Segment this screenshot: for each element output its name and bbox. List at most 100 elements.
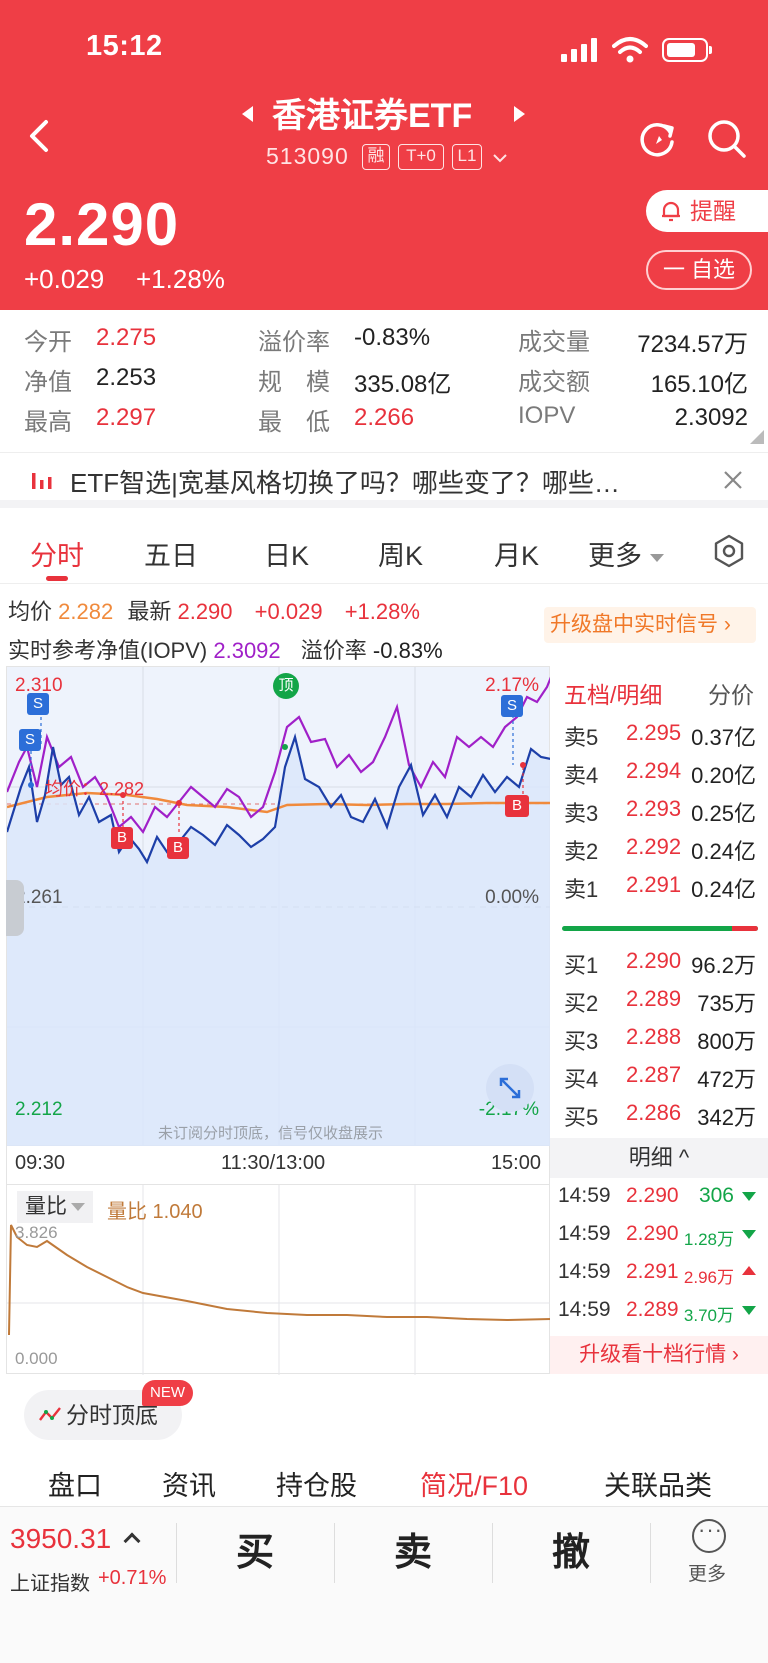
- fullscreen-button[interactable]: [486, 1064, 534, 1112]
- down-arrow-icon: [742, 1230, 756, 1239]
- open-label: 今开: [24, 329, 72, 356]
- buy-marker-2[interactable]: B: [167, 837, 189, 859]
- time-axis: 09:30 11:30/13:00 15:00: [6, 1146, 550, 1184]
- tab-profile-f10[interactable]: 简况/F10: [420, 1471, 529, 1501]
- refresh-icon[interactable]: [636, 116, 680, 160]
- stock-title: 香港证券ETF: [272, 97, 473, 135]
- volume-ratio-chart[interactable]: 量比 量比 1.040 3.826 0.000: [6, 1184, 551, 1375]
- avg-info: 均价 2.282 最新 2.290 +0.029 +1.28%: [8, 594, 420, 626]
- chevron-down-icon[interactable]: [492, 152, 508, 164]
- index-value[interactable]: 3950.31: [10, 1523, 112, 1554]
- trade-tick-row: 14:59 2.289 3.70万: [550, 1292, 768, 1330]
- expand-corner-icon[interactable]: [750, 430, 764, 444]
- divider: [176, 1523, 177, 1583]
- tab-order-panel[interactable]: 盘口: [48, 1471, 102, 1501]
- last-price: 2.290: [24, 191, 180, 258]
- price-area: [7, 737, 551, 1147]
- buy-marker-1[interactable]: B: [111, 827, 133, 849]
- tab-related[interactable]: 关联品类: [604, 1471, 712, 1501]
- bid-level: 买5: [564, 1105, 599, 1130]
- bid-level: 买1: [564, 953, 599, 978]
- back-icon[interactable]: [24, 116, 54, 156]
- ask-volume: 0.25亿: [691, 801, 756, 826]
- upgrade-ten-level-button[interactable]: 升级看十档行情 ›: [550, 1336, 768, 1374]
- bid-row[interactable]: 买3 2.288 800万: [550, 1018, 768, 1056]
- premium-info-label: 溢价率: [300, 638, 367, 663]
- intraday-chart[interactable]: S S B B 顶 S B 均价：2.282 2.310 2.261 2.212…: [6, 666, 551, 1147]
- avg-value: 2.282: [58, 599, 114, 624]
- detail-toggle[interactable]: 明细 ^: [550, 1138, 768, 1178]
- remind-button[interactable]: 提醒: [646, 190, 768, 232]
- book-header[interactable]: 五档/明细: [564, 682, 663, 708]
- chevron-up-icon[interactable]: [123, 1532, 141, 1550]
- chart-drag-handle[interactable]: [6, 880, 24, 936]
- iopv-value: 2.3092: [674, 404, 748, 431]
- bid-price: 2.287: [626, 1062, 682, 1087]
- close-icon[interactable]: [720, 467, 746, 493]
- pct-mid-label: 0.00%: [485, 887, 539, 908]
- sell-marker-1[interactable]: S: [27, 693, 49, 715]
- ask-row[interactable]: 卖3 2.293 0.25亿: [550, 790, 768, 828]
- upgrade-signal-button[interactable]: 升级盘中实时信号 ›: [544, 607, 756, 643]
- bid-row[interactable]: 买1 2.290 96.2万: [550, 942, 768, 980]
- book-header-right[interactable]: 分价: [708, 682, 754, 708]
- divider: [492, 1523, 493, 1583]
- tab-news[interactable]: 资讯: [162, 1471, 216, 1501]
- volume-ratio-selector[interactable]: 量比: [17, 1191, 93, 1223]
- trade-tick-row: 14:59 2.290 1.28万: [550, 1216, 768, 1254]
- ask-row[interactable]: 卖1 2.291 0.24亿: [550, 866, 768, 904]
- vol-bottom-label: 0.000: [15, 1349, 58, 1368]
- tick-price: 2.289: [626, 1298, 679, 1321]
- price-line: [7, 732, 551, 865]
- buy-button[interactable]: 买: [235, 1532, 274, 1574]
- tab-daily-k[interactable]: 日K: [264, 541, 310, 571]
- remind-label: 提醒: [690, 198, 736, 224]
- tab-intraday[interactable]: 分时: [30, 541, 84, 571]
- tick-price: 2.290: [626, 1184, 679, 1207]
- search-icon[interactable]: [704, 116, 748, 160]
- time-open: 09:30: [15, 1152, 66, 1174]
- ask-price: 2.293: [626, 796, 682, 821]
- bid-row[interactable]: 买5 2.286 342万: [550, 1094, 768, 1132]
- turnover-label: 成交额: [518, 369, 590, 396]
- prev-stock-icon[interactable]: [242, 106, 253, 122]
- status-time: 15:12: [86, 30, 163, 62]
- bid-row[interactable]: 买4 2.287 472万: [550, 1056, 768, 1094]
- tab-monthly-k[interactable]: 月K: [494, 541, 540, 571]
- more-icon[interactable]: [692, 1517, 726, 1553]
- cancel-order-button[interactable]: 撤: [551, 1532, 590, 1574]
- sell-marker-3[interactable]: S: [501, 695, 523, 717]
- volume-ratio-svg: [7, 1185, 551, 1375]
- down-arrow-icon: [742, 1306, 756, 1315]
- price-change-pct: +1.28%: [136, 264, 225, 294]
- sell-marker-2[interactable]: S: [19, 729, 41, 751]
- ask-row[interactable]: 卖4 2.294 0.20亿: [550, 752, 768, 790]
- tab-five-day[interactable]: 五日: [144, 541, 198, 571]
- top-marker[interactable]: 顶: [273, 673, 299, 699]
- ask-row[interactable]: 卖5 2.295 0.37亿: [550, 714, 768, 752]
- volume-value: 7234.57万: [637, 331, 748, 358]
- tab-weekly-k[interactable]: 周K: [378, 541, 424, 571]
- news-banner[interactable]: ETF智选|宽基风格切换了吗？哪些变了？哪些…: [0, 452, 768, 508]
- bid-price: 2.290: [626, 948, 682, 973]
- add-watchlist-button[interactable]: 一 自选: [646, 250, 752, 290]
- open-value: 2.275: [96, 324, 157, 351]
- tab-holdings[interactable]: 持仓股: [276, 1471, 357, 1501]
- avg-label: 均价: [8, 599, 53, 624]
- bid-volume: 96.2万: [691, 953, 756, 978]
- wifi-icon: [612, 37, 648, 63]
- next-stock-icon[interactable]: [514, 106, 525, 122]
- bid-price: 2.288: [626, 1024, 682, 1049]
- time-noon: 11:30/13:00: [221, 1152, 326, 1174]
- buy-marker-3[interactable]: B: [505, 795, 529, 817]
- bid-row[interactable]: 买2 2.289 735万: [550, 980, 768, 1018]
- ask-row[interactable]: 卖2 2.292 0.24亿: [550, 828, 768, 866]
- stock-code: 513090: [266, 143, 349, 169]
- settings-icon[interactable]: [712, 534, 746, 568]
- sell-button[interactable]: 卖: [393, 1532, 432, 1574]
- tab-more[interactable]: 更多: [588, 534, 664, 573]
- more-label[interactable]: 更多: [688, 1564, 727, 1585]
- fullscreen-icon: [499, 1077, 521, 1099]
- intraday-chart-svg: [7, 667, 551, 1147]
- tick-volume: 3.70万: [683, 1306, 734, 1325]
